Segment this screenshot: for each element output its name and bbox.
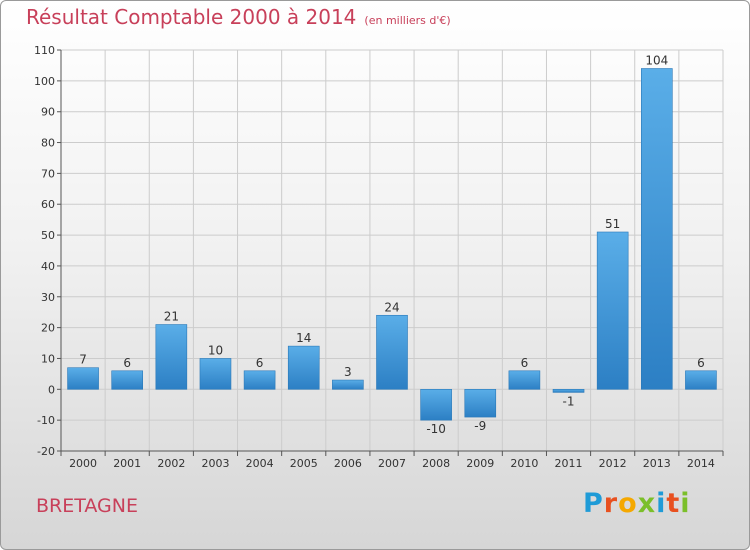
value-label-2006: 3	[344, 365, 352, 379]
axis-layer: -20 -10 0 10 20 30 40 50 60 70 80 90 100 110 2000 2001 2…	[34, 44, 724, 470]
x-tick-label-2014: 2014	[687, 457, 715, 470]
x-tick-label-2008: 2008	[422, 457, 450, 470]
bar-2007	[376, 314, 408, 390]
x-tick-label-2002: 2002	[157, 457, 185, 470]
logo-letter: o	[618, 488, 638, 519]
value-label-2012: 51	[605, 217, 620, 231]
region-label: BRETAGNE	[36, 495, 138, 517]
x-tick-label-2000: 2000	[69, 457, 97, 470]
y-tick-label: 40	[41, 260, 55, 273]
value-label-2004: 6	[256, 356, 264, 370]
y-tick-label: -10	[37, 414, 55, 427]
bar-2006	[332, 379, 364, 390]
logo-letter: r	[603, 488, 619, 519]
bar-2003	[199, 358, 232, 390]
value-label-2002: 21	[164, 310, 179, 324]
y-tick-label: 10	[41, 352, 55, 365]
y-tick-label: 80	[41, 137, 55, 150]
bar-2014	[685, 370, 717, 390]
title-unit: (en milliers d'€)	[364, 14, 451, 27]
x-tick-label-2001: 2001	[113, 457, 141, 470]
logo-letter: i	[680, 488, 691, 519]
y-tick-label: 50	[41, 229, 55, 242]
value-label-2005: 14	[296, 331, 311, 345]
x-tick-label-2003: 2003	[201, 457, 229, 470]
x-tick-label-2004: 2004	[246, 457, 274, 470]
y-tick-label: -20	[37, 445, 55, 458]
x-tick-label-2013: 2013	[643, 457, 671, 470]
x-tick-label-2006: 2006	[334, 457, 362, 470]
bar-2005	[287, 345, 320, 390]
bar-2010	[508, 370, 541, 390]
x-tick-label-2012: 2012	[599, 457, 627, 470]
value-label-2000: 7	[79, 353, 87, 367]
logo-letter: t	[666, 488, 681, 519]
value-label-2013: 104	[645, 54, 668, 68]
bar-2001	[111, 370, 143, 390]
bar-layer	[67, 68, 717, 421]
x-tick-label-2011: 2011	[555, 457, 583, 470]
bar-2011	[552, 389, 585, 393]
bar-2000	[67, 367, 99, 390]
y-tick-label: 70	[41, 167, 55, 180]
x-tick-label-2007: 2007	[378, 457, 406, 470]
y-tick-label: 90	[41, 106, 55, 119]
x-tick-label-2009: 2009	[466, 457, 494, 470]
value-label-2014: 6	[697, 356, 705, 370]
label-layer: 7 6 21 10 6 14 3 24 -10 -9 6 -1 51 104 6	[79, 54, 705, 437]
value-label-2010: 6	[521, 356, 529, 370]
y-tick-label: 100	[34, 75, 55, 88]
logo-letter: i	[656, 488, 667, 519]
bar-2013	[640, 68, 673, 390]
proxiti-logo[interactable]: Proxiti	[583, 488, 691, 519]
chart-title: Résultat Comptable 2000 à 2014 (en millie…	[26, 5, 451, 29]
value-label-2003: 10	[208, 343, 223, 357]
bar-2009	[464, 389, 497, 418]
logo-letter: P	[583, 488, 604, 519]
x-tick-label-2010: 2010	[510, 457, 538, 470]
title-text: Résultat Comptable 2000 à 2014	[26, 5, 357, 29]
bar-2012	[596, 231, 629, 390]
value-label-2008: -10	[426, 422, 446, 436]
bar-2008	[420, 389, 452, 421]
value-label-2007: 24	[384, 300, 399, 314]
logo-letter: x	[637, 488, 657, 519]
bar-2004	[243, 370, 276, 390]
bar-2002	[155, 324, 188, 390]
y-tick-label: 30	[41, 291, 55, 304]
value-label-2009: -9	[474, 419, 486, 433]
y-tick-label: 60	[41, 198, 55, 211]
x-tick-label-2005: 2005	[290, 457, 318, 470]
y-tick-label: 0	[48, 383, 55, 396]
y-tick-label: 20	[41, 322, 55, 335]
value-label-2001: 6	[123, 356, 131, 370]
value-label-2011: -1	[563, 394, 575, 408]
y-tick-label: 110	[34, 44, 55, 57]
